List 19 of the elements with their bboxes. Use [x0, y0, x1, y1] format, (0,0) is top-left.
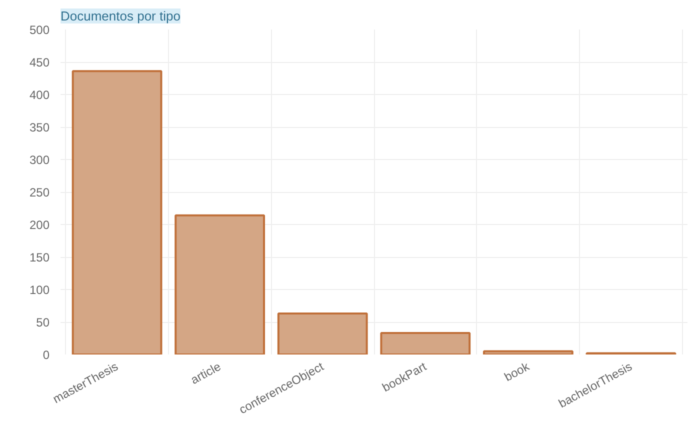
bar — [482, 350, 574, 354]
y-tick-label: 400 — [29, 88, 50, 102]
bar — [72, 70, 162, 354]
y-tick-label: 50 — [36, 316, 50, 330]
y-tick-label: 100 — [29, 283, 50, 297]
bar — [277, 312, 368, 354]
chart-title: Documentos por tipo — [60, 8, 180, 24]
y-tick-label: 250 — [29, 186, 50, 200]
y-tick-label: 150 — [29, 250, 50, 264]
y-tick-label: 300 — [29, 153, 50, 167]
bar — [174, 214, 266, 354]
y-tick-label: 350 — [29, 120, 50, 134]
x-tick-label: book — [502, 358, 532, 384]
y-tick-label: 500 — [29, 23, 50, 37]
y-tick-label: 0 — [42, 348, 50, 362]
x-tick-label: article — [188, 359, 224, 387]
y-tick-label: 200 — [29, 218, 50, 232]
bar — [380, 332, 471, 354]
y-tick-label: 450 — [29, 56, 50, 70]
